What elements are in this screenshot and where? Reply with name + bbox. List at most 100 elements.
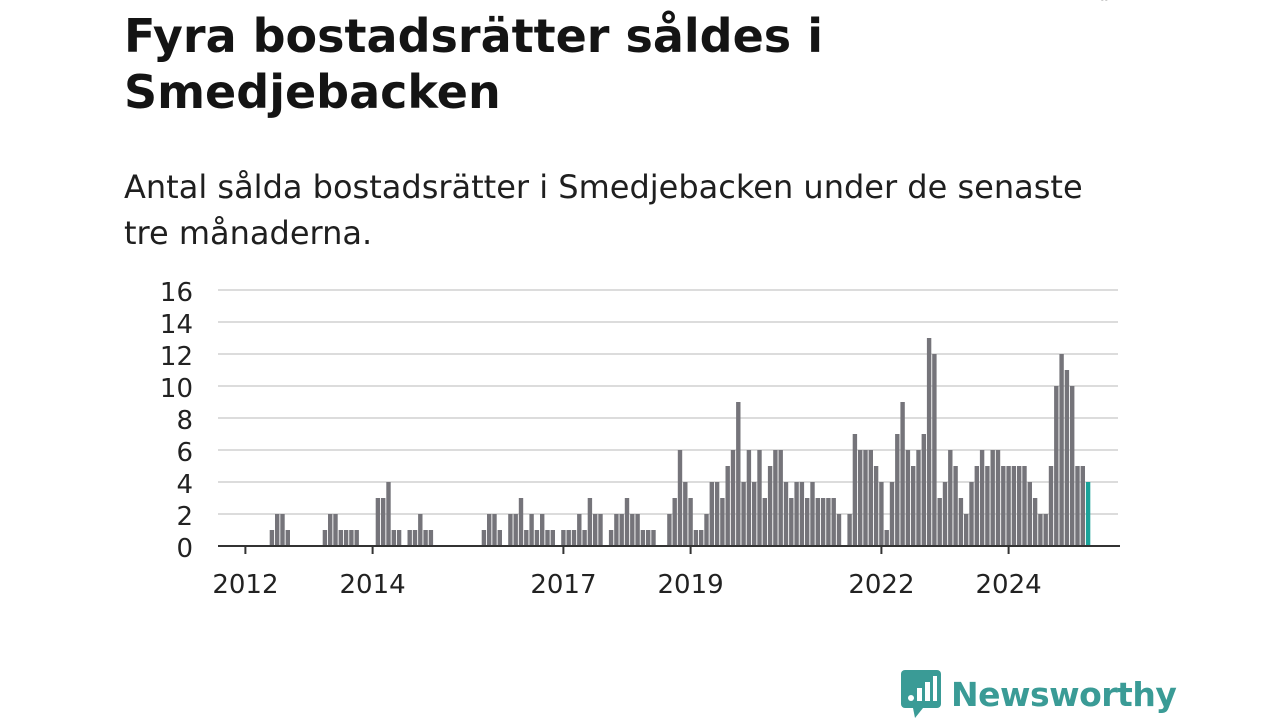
bar [545,530,550,546]
bar [1001,466,1006,546]
x-tick-label: 2019 [658,570,724,600]
bar [778,450,783,546]
bar [328,514,333,546]
bar [757,450,762,546]
chart-title: Fyra bostadsrätter såldes i Smedjebacken [124,9,823,119]
bar [497,530,502,546]
bar [423,530,428,546]
bar [895,434,900,546]
bar [269,530,275,546]
bar [836,514,842,546]
bar [725,466,730,546]
bar [333,514,338,546]
bar [948,450,953,546]
bar [577,514,582,546]
bar [381,498,386,546]
y-tick-label: 2 [176,502,193,532]
bar [964,514,969,546]
bar [767,466,773,546]
bar [481,530,487,546]
bar [905,450,911,546]
bar [958,498,964,546]
bar [338,530,343,546]
data-labels: 4 [1099,0,1116,7]
bar [1027,482,1032,546]
bar [1038,514,1043,546]
bar [794,482,799,546]
bar [858,450,863,546]
bar [741,482,746,546]
bar [820,498,826,546]
bar [789,498,794,546]
y-tick-label: 14 [160,310,193,340]
bar [492,514,497,546]
bar [990,450,995,546]
x-tick-label: 2022 [848,570,914,600]
bar [1054,386,1059,546]
bar [508,514,513,546]
bar [518,498,524,546]
bar [889,482,895,546]
bar [709,482,714,546]
bar [582,530,587,546]
bar [720,498,725,546]
bar [630,514,635,546]
bar [884,530,889,546]
x-tick-label: 2024 [976,570,1042,600]
chart-subtitle: Antal sålda bostadsrätter i Smedjebacken… [124,168,1083,252]
bar [646,530,651,546]
bar [826,498,831,546]
bar [688,498,693,546]
y-tick-label: 10 [160,374,193,404]
data-label: 4 [1099,0,1116,7]
bar [651,530,656,546]
bar [1064,370,1070,546]
bar [540,514,545,546]
bar [677,450,683,546]
bar [921,434,926,546]
bar [1032,498,1038,546]
bar [571,530,577,546]
y-tick-label: 8 [176,406,193,436]
bar [619,514,624,546]
bar [683,482,688,546]
bar [614,514,619,546]
newsworthy-logo-icon [901,670,941,718]
bar [863,450,868,546]
x-axis: 2012 2014 2017 2019 2022 2024 [212,545,1120,600]
bar [1080,466,1085,546]
x-tick-label: 2014 [340,570,406,600]
bar [995,450,1001,546]
bar [773,450,778,546]
bars [269,338,1091,546]
bar [375,498,381,546]
bar [969,482,974,546]
y-tick-label: 4 [176,470,193,500]
bar [985,466,990,546]
bar [550,530,555,546]
bar [1070,386,1075,546]
bar [932,354,937,546]
bar [428,530,434,546]
brand-name: Newsworthy [951,674,1177,714]
bar [534,530,540,546]
bar [1022,466,1027,546]
bar [412,530,418,546]
bar [730,450,736,546]
bar [752,482,757,546]
bar [783,482,789,546]
bar [847,514,852,546]
bar [391,530,396,546]
bar [831,498,836,546]
bar [736,402,741,546]
bar [407,530,412,546]
bar [285,530,290,546]
bar [349,530,354,546]
bar [608,530,614,546]
bar [852,434,858,546]
bar [529,514,534,546]
bar [815,498,820,546]
bar [714,482,720,546]
bar [275,514,280,546]
